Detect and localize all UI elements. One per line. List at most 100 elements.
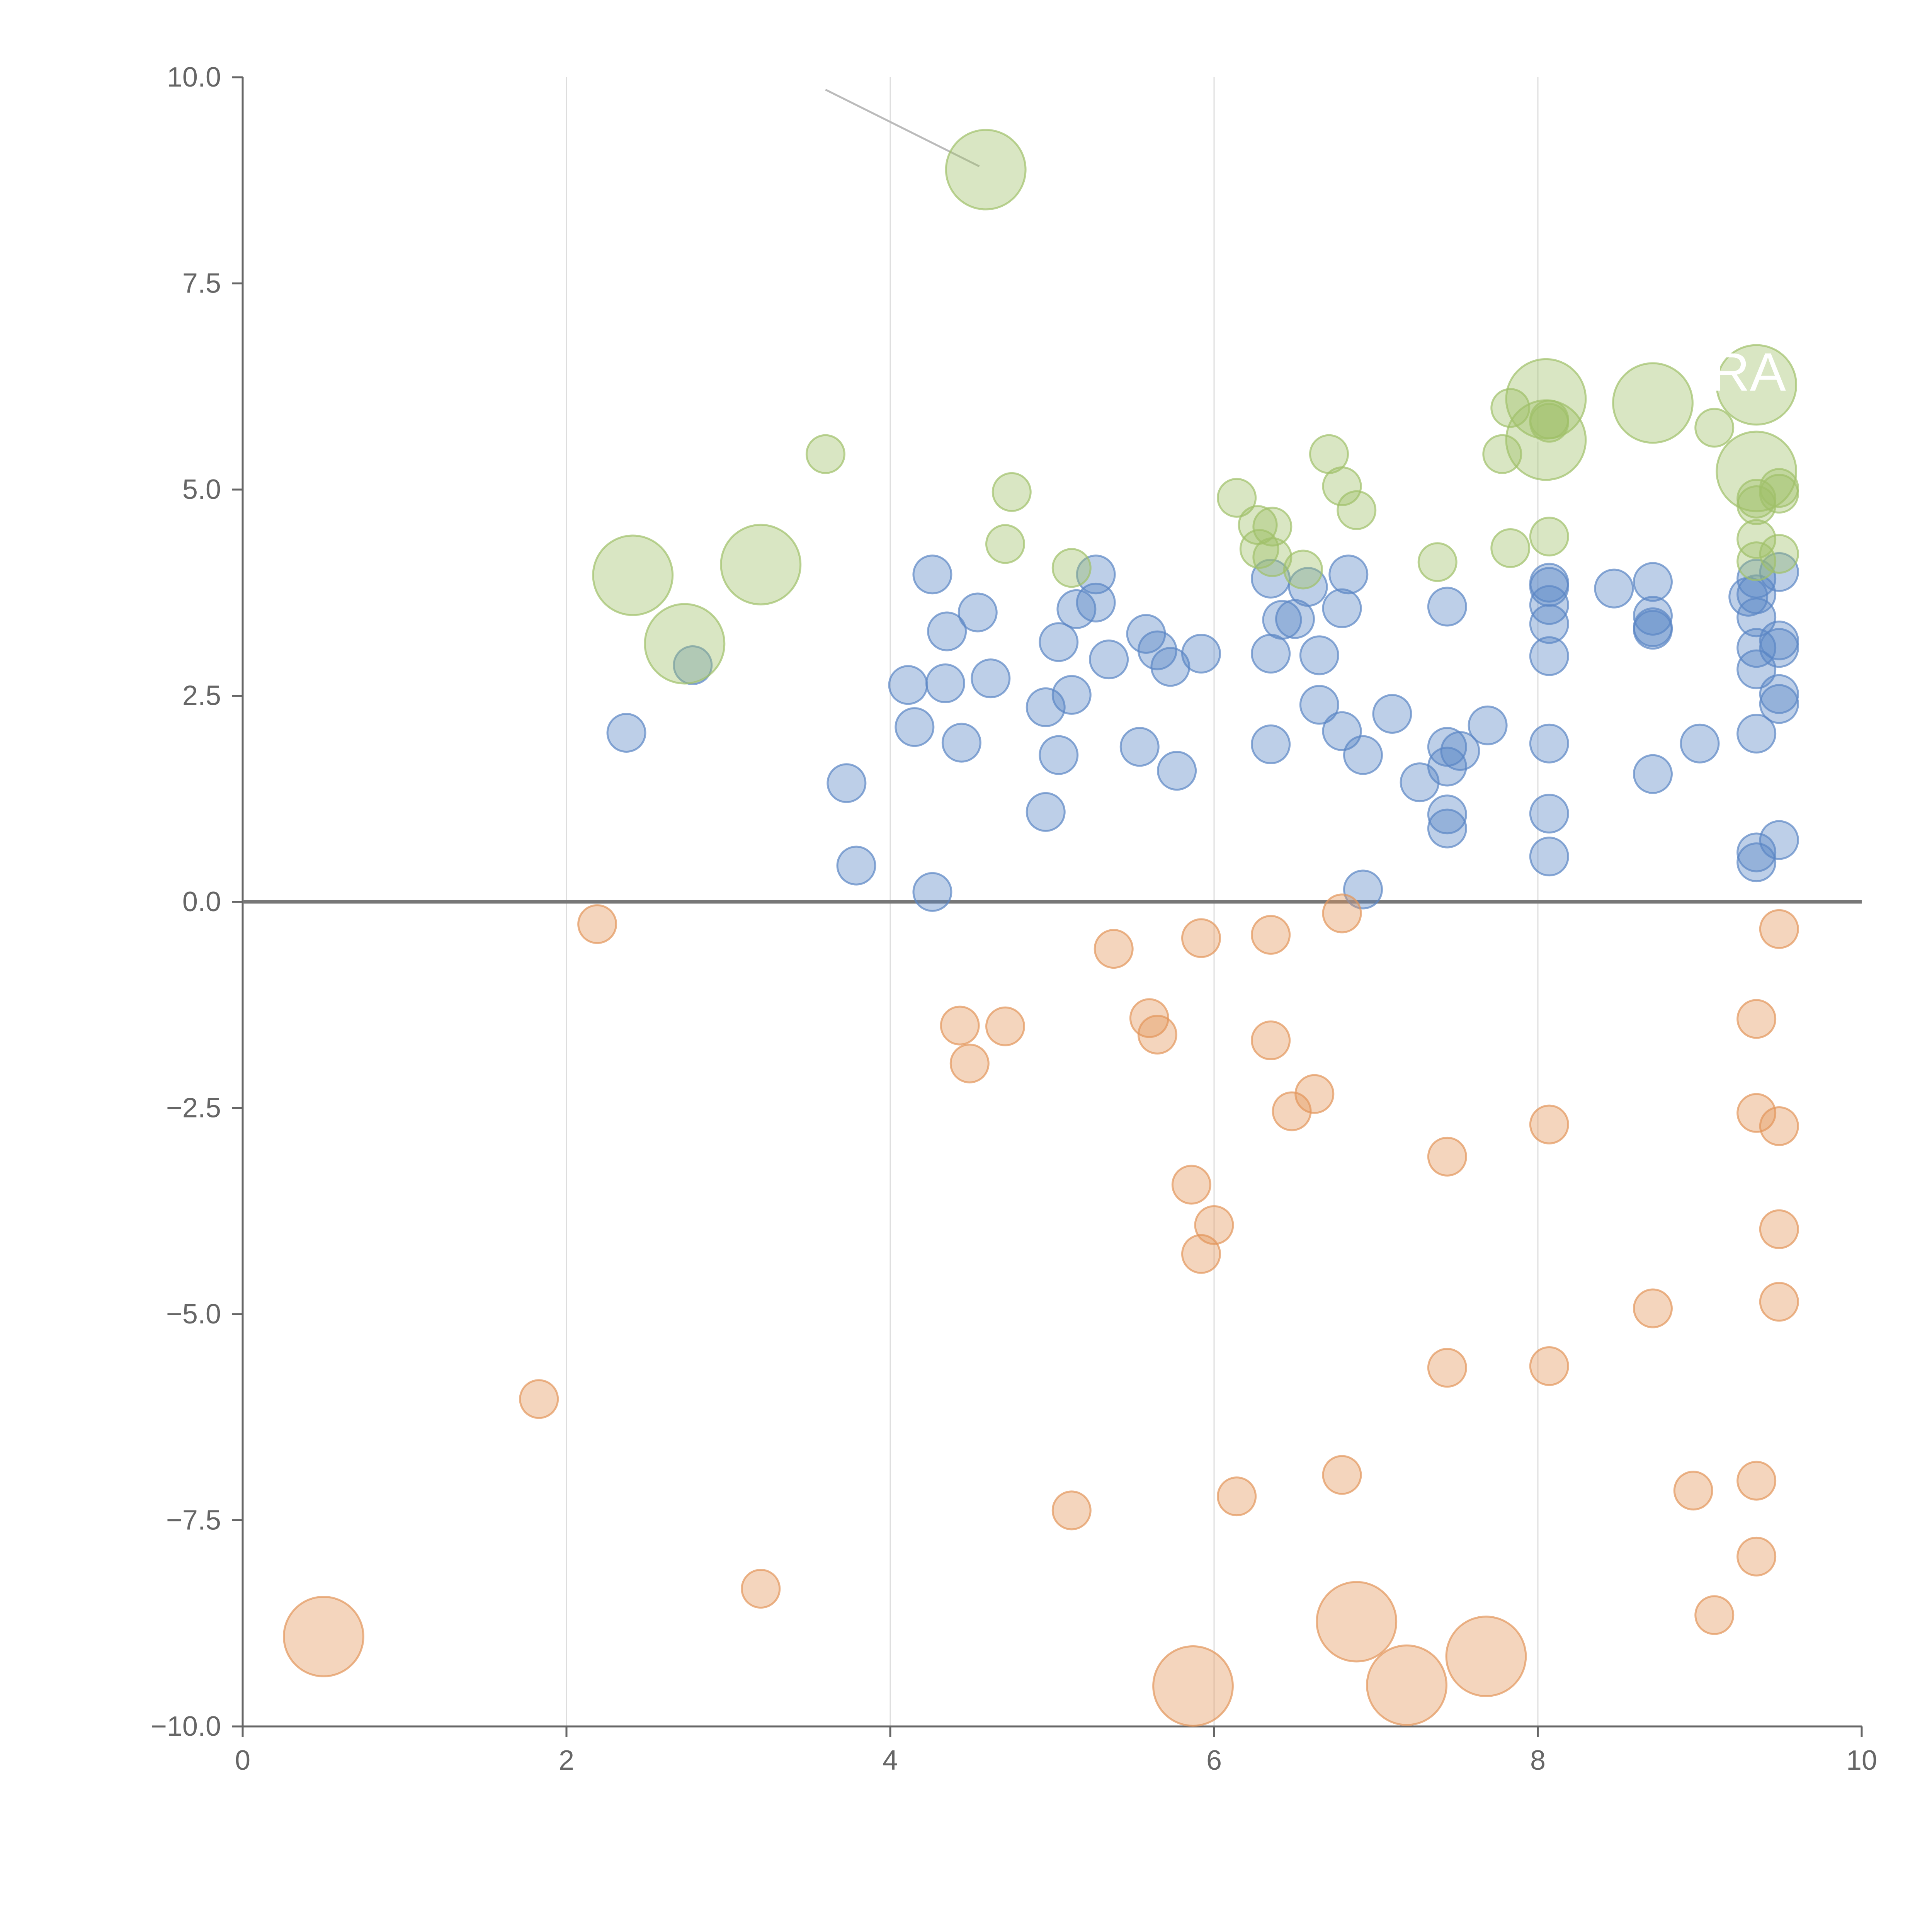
data-point: [1372, 694, 1412, 734]
data-point: [971, 658, 1011, 699]
data-point: [940, 1005, 980, 1046]
y-tick-label: 5.0: [182, 474, 221, 505]
labels-layer: RA: [1711, 342, 1786, 402]
data-point: [519, 1379, 559, 1419]
data-point: [957, 592, 998, 633]
leader-tick: [1236, 1496, 1246, 1509]
data-point: [1181, 634, 1221, 674]
data-point: [1039, 735, 1079, 775]
data-point: [1716, 344, 1798, 426]
data-point: [1427, 794, 1467, 835]
data-point: [985, 524, 1025, 564]
data-point: [1736, 628, 1777, 668]
data-point: [1094, 929, 1134, 969]
data-point: [1076, 582, 1116, 622]
data-point: [1736, 999, 1777, 1039]
data-point: [1594, 568, 1634, 609]
data-point: [1736, 541, 1777, 582]
data-point: [1759, 628, 1799, 668]
data-point: [1633, 1288, 1673, 1328]
data-point: [720, 524, 802, 605]
data-point: [1150, 647, 1190, 687]
data-point: [1728, 577, 1769, 617]
data-point: [941, 723, 981, 763]
data-point: [1051, 1490, 1092, 1531]
data-point: [1736, 1461, 1777, 1501]
data-point: [1427, 747, 1467, 787]
data-point: [1322, 893, 1362, 934]
leader-line: [825, 88, 980, 167]
x-tick-label: 0: [235, 1745, 250, 1776]
data-point: [1076, 554, 1116, 595]
data-point: [1482, 434, 1522, 474]
data-point: [888, 665, 928, 705]
data-point: [1529, 1346, 1569, 1386]
data-point: [644, 603, 726, 685]
data-point: [912, 872, 952, 912]
data-point: [1529, 837, 1569, 877]
x-tick-label: 4: [883, 1745, 898, 1776]
data-point: [1299, 635, 1339, 675]
data-point: [912, 554, 952, 595]
x-tick-label: 10: [1846, 1745, 1877, 1776]
data-point: [283, 1595, 364, 1677]
y-tick-label: −7.5: [166, 1505, 221, 1536]
data-point: [1490, 528, 1531, 568]
data-point: [1137, 630, 1177, 670]
data-point: [949, 1043, 990, 1083]
data-point: [1427, 1348, 1467, 1388]
data-point: [1251, 558, 1291, 599]
data-point: [1217, 478, 1257, 518]
axes-layer: 0 2 4 6 8 10 10.0 7.5 5.0 2.5 0.0 −2.5 −5.0 −7.5 −10.0: [151, 62, 1877, 1776]
data-point: [1612, 362, 1694, 444]
points-layer: [283, 129, 1799, 1727]
data-point: [827, 763, 867, 803]
data-point: [1694, 1595, 1735, 1635]
y-tick-label: −2.5: [166, 1093, 221, 1124]
data-point: [1343, 735, 1383, 775]
data-point: [1736, 485, 1777, 526]
data-point: [673, 645, 713, 685]
data-point: [1680, 723, 1720, 764]
data-point: [1337, 490, 1377, 530]
data-point: [1322, 588, 1362, 628]
data-point: [1529, 604, 1569, 644]
data-point: [1251, 634, 1291, 674]
data-point: [1119, 727, 1160, 767]
data-point: [895, 707, 935, 747]
callout-label: RA: [1711, 342, 1786, 402]
data-point: [1759, 674, 1799, 714]
data-point: [1633, 610, 1673, 650]
data-point: [1152, 1645, 1234, 1727]
data-point: [1673, 1471, 1713, 1511]
x-tick-label: 2: [559, 1745, 574, 1776]
data-point: [1328, 554, 1369, 595]
data-point: [1026, 792, 1066, 832]
data-point: [1089, 639, 1129, 680]
data-point: [1529, 403, 1569, 443]
data-point: [1171, 1165, 1211, 1205]
data-point: [577, 904, 617, 944]
data-point: [1759, 474, 1799, 514]
data-point: [1529, 794, 1569, 834]
y-tick-label: −5.0: [166, 1299, 221, 1330]
data-point: [1529, 636, 1569, 676]
data-point: [1633, 562, 1673, 602]
leader-tick: [1486, 1651, 1519, 1657]
data-point: [1322, 466, 1362, 506]
data-point: [1039, 622, 1079, 662]
data-point: [1251, 1020, 1291, 1061]
data-point: [1366, 1644, 1448, 1726]
data-point: [1051, 548, 1092, 588]
data-point: [1736, 832, 1777, 872]
data-point: [1759, 684, 1799, 724]
data-point: [1759, 1106, 1799, 1146]
y-tick-label: 7.5: [182, 268, 221, 299]
data-point: [1252, 537, 1293, 577]
data-point: [1272, 1091, 1312, 1131]
leader-tick: [323, 1631, 356, 1638]
x-tick-label: 6: [1206, 1745, 1222, 1776]
data-point: [1529, 517, 1569, 557]
data-point: [1251, 915, 1291, 955]
